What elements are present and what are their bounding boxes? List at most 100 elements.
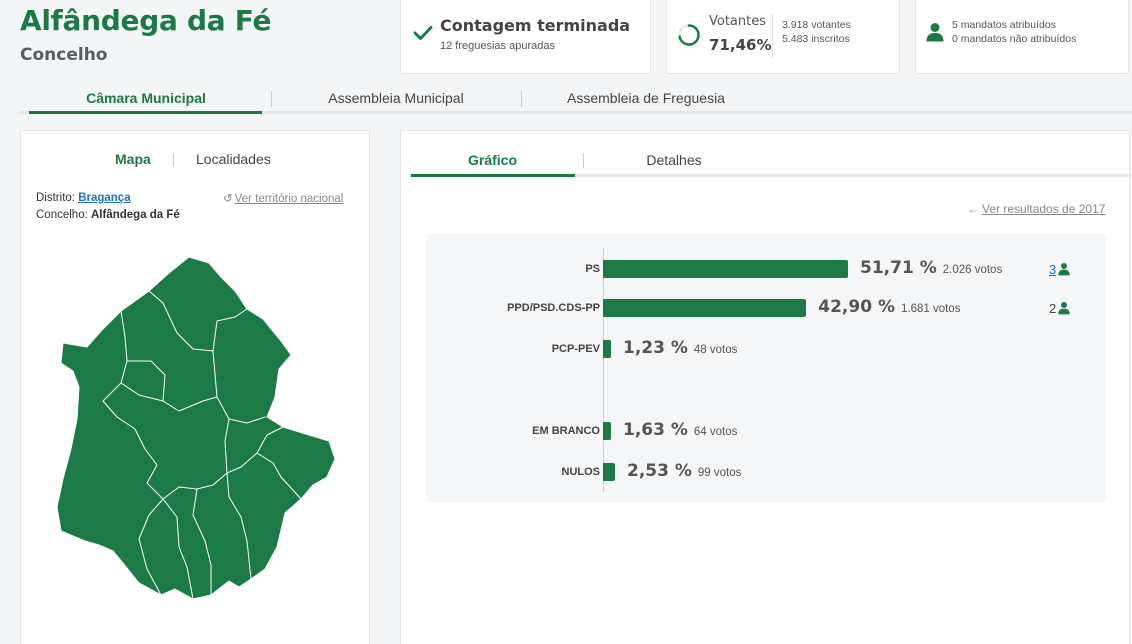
parish-border: [162, 396, 218, 412]
parish-border: [126, 360, 166, 402]
tab-localidades[interactable]: Localidades: [196, 151, 271, 167]
district-info: Distrito: Bragança: [36, 192, 131, 204]
turnout-label: Votantes: [709, 14, 767, 29]
chart-row: PS 51,71 % 2.026 votos 3: [426, 258, 1106, 279]
seats-count: 2: [1049, 301, 1070, 316]
tab-detalhes[interactable]: Detalhes: [646, 152, 702, 168]
municipality-info: Concelho: Alfândega da Fé: [36, 209, 180, 221]
person-icon: [1058, 263, 1070, 276]
bar: [603, 422, 611, 440]
parish-border: [212, 308, 248, 352]
active-tab-indicator: [411, 174, 575, 177]
person-icon: [926, 23, 944, 42]
parish-border: [256, 452, 302, 500]
bar-label: EM BRANCO: [532, 425, 600, 437]
tab-divider: [583, 153, 584, 168]
results-bar-chart: PS 51,71 % 2.026 votos 3 PPD/PSD.CDS-PP 42,90…: [426, 234, 1106, 502]
bar-percent-label: 2,53 % 99 votos: [627, 461, 741, 481]
undo-icon: ↺: [223, 193, 233, 205]
voters-count: 3.918 votantes: [782, 19, 851, 31]
previous-results-link[interactable]: ← Ver resultados de 2017: [967, 202, 1105, 216]
count-status-title: Contagem terminada: [440, 16, 631, 35]
tab-assembleia-municipal[interactable]: Assembleia Municipal: [328, 90, 464, 106]
results-panel: Gráfico Detalhes ← Ver resultados de 2017…: [400, 130, 1131, 644]
seats-card: 5 mandatos atribuídos 0 mandatos não atr…: [915, 0, 1129, 74]
parish-border: [224, 418, 230, 474]
count-status-subtitle: 12 freguesias apuradas: [440, 40, 555, 52]
seats-number: 2: [1049, 301, 1057, 316]
parish-border: [138, 498, 164, 596]
seats-unassigned: 0 mandatos não atribuídos: [952, 33, 1077, 45]
previous-results-label: Ver resultados de 2017: [982, 202, 1106, 216]
tab-divider: [173, 153, 174, 167]
tab-assembleia-freguesia[interactable]: Assembleia de Freguesia: [567, 90, 725, 106]
tab-mapa[interactable]: Mapa: [115, 151, 151, 167]
registered-count: 5.483 inscritos: [782, 33, 850, 45]
bar-label: PPD/PSD.CDS-PP: [507, 302, 600, 314]
parish-border: [148, 290, 214, 352]
votes-value: 99 votos: [697, 467, 742, 479]
national-territory-label: Ver território nacional: [234, 193, 344, 205]
chart-row: PCP-PEV 1,23 % 48 votos: [426, 338, 1106, 359]
parish-border: [102, 382, 164, 402]
district-label: Distrito:: [36, 192, 75, 204]
page-subtitle: Concelho: [20, 45, 108, 65]
person-icon: [1058, 302, 1070, 315]
turnout-divider: [772, 14, 773, 58]
main-tabs: Câmara Municipal Assembleia Municipal As…: [20, 84, 1132, 114]
results-tabs: Gráfico Detalhes: [409, 131, 1131, 177]
chart-row: PPD/PSD.CDS-PP 42,90 % 1.681 votos 2: [426, 297, 1106, 318]
chart-row: NULOS 2,53 % 99 votos: [426, 461, 1106, 482]
turnout-percent: 71,46%: [709, 36, 772, 54]
parish-border: [120, 310, 128, 384]
votes-value: 1.681 votos: [900, 303, 961, 315]
parish-border: [226, 472, 252, 580]
bar: [603, 463, 615, 481]
check-icon: [413, 26, 433, 40]
arrow-left-icon: ←: [967, 202, 979, 216]
parish-border: [102, 400, 164, 500]
percent-value: 42,90 %: [818, 297, 895, 317]
percent-value: 51,71 %: [860, 258, 937, 278]
tab-grafico[interactable]: Gráfico: [467, 152, 517, 168]
seats-assigned: 5 mandatos atribuídos: [952, 19, 1056, 31]
seats-count[interactable]: 3: [1049, 262, 1070, 277]
chart-row: EM BRANCO 1,63 % 64 votos: [426, 420, 1106, 441]
bar-label: PS: [585, 263, 600, 275]
chart-axis: [603, 248, 604, 492]
district-link[interactable]: Bragança: [78, 192, 131, 204]
bar-percent-label: 42,90 % 1.681 votos: [818, 297, 960, 317]
bar: [603, 340, 611, 358]
turnout-card: Votantes 71,46% 3.918 votantes 5.483 ins…: [666, 0, 900, 74]
parish-border: [192, 488, 212, 596]
national-territory-link[interactable]: ↺ Ver território nacional: [223, 191, 343, 205]
page-title: Alfândega da Fé: [20, 4, 272, 37]
municipality-value: Alfândega da Fé: [91, 209, 180, 221]
tab-divider: [521, 91, 522, 107]
votes-value: 48 votos: [693, 344, 738, 356]
tab-divider: [271, 91, 272, 107]
tab-camara-municipal[interactable]: Câmara Municipal: [86, 90, 206, 106]
active-tab-indicator: [29, 111, 262, 114]
municipality-map: [56, 256, 336, 600]
bar-percent-label: 1,23 % 48 votos: [623, 338, 737, 358]
percent-value: 1,63 %: [623, 420, 688, 440]
bar-percent-label: 51,71 % 2.026 votos: [860, 258, 1002, 278]
bar-label: NULOS: [561, 466, 601, 478]
bar: [603, 260, 848, 278]
map-panel: Mapa Localidades Distrito: Bragança Conc…: [20, 130, 370, 644]
count-status-card: Contagem terminada 12 freguesias apurada…: [400, 0, 651, 74]
votes-value: 2.026 votos: [942, 264, 1003, 276]
parish-border: [162, 498, 194, 600]
map-parish[interactable]: [56, 256, 336, 600]
bar-percent-label: 1,63 % 64 votos: [623, 420, 737, 440]
bar: [603, 299, 807, 317]
turnout-ring-icon: [678, 24, 700, 46]
percent-value: 1,23 %: [623, 338, 688, 358]
percent-value: 2,53 %: [626, 461, 692, 481]
seats-number[interactable]: 3: [1049, 262, 1057, 277]
bar-label: PCP-PEV: [551, 343, 600, 355]
votes-value: 64 votos: [693, 426, 738, 438]
municipality-label: Concelho:: [36, 209, 88, 221]
